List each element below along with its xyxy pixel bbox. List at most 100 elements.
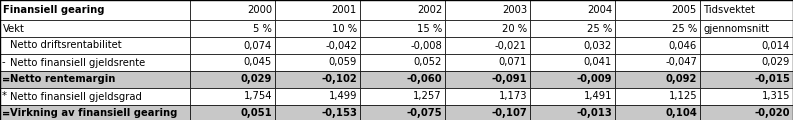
Bar: [700, 105, 793, 120]
Text: Netto finansiell gjeldsrente: Netto finansiell gjeldsrente: [10, 57, 145, 67]
Bar: [530, 54, 615, 71]
Text: 15 %: 15 %: [417, 24, 442, 33]
Text: 20 %: 20 %: [502, 24, 527, 33]
Bar: [0, 0, 190, 20]
Bar: [445, 0, 530, 20]
Text: Virkning av finansiell gearing: Virkning av finansiell gearing: [10, 108, 178, 119]
Bar: [445, 71, 530, 88]
Bar: [700, 37, 793, 54]
Bar: [0, 54, 190, 71]
Text: 0,051: 0,051: [240, 108, 272, 119]
Text: Netto driftsrentabilitet: Netto driftsrentabilitet: [10, 41, 121, 51]
Text: 1,754: 1,754: [243, 91, 272, 102]
Bar: [530, 105, 615, 120]
Text: 2004: 2004: [587, 5, 612, 15]
Text: 0,092: 0,092: [665, 75, 697, 84]
Text: -0,060: -0,060: [406, 75, 442, 84]
Text: -0,153: -0,153: [321, 108, 357, 119]
Bar: [530, 88, 615, 105]
Bar: [360, 105, 445, 120]
Bar: [190, 71, 275, 88]
Bar: [190, 54, 275, 71]
Bar: [615, 105, 700, 120]
Bar: [360, 88, 445, 105]
Text: 10 %: 10 %: [332, 24, 357, 33]
Text: -0,102: -0,102: [321, 75, 357, 84]
Text: Vekt: Vekt: [3, 24, 25, 33]
Bar: [190, 105, 275, 120]
Text: -0,020: -0,020: [754, 108, 790, 119]
Text: 2003: 2003: [502, 5, 527, 15]
Bar: [275, 0, 360, 20]
Bar: [615, 88, 700, 105]
Bar: [275, 54, 360, 71]
Text: 5 %: 5 %: [253, 24, 272, 33]
Text: 2005: 2005: [672, 5, 697, 15]
Text: 0,071: 0,071: [499, 57, 527, 67]
Bar: [0, 37, 190, 54]
Text: Netto finansiell gjeldsgrad: Netto finansiell gjeldsgrad: [10, 91, 142, 102]
Bar: [445, 54, 530, 71]
Bar: [700, 0, 793, 20]
Text: 0,059: 0,059: [328, 57, 357, 67]
Text: 2001: 2001: [331, 5, 357, 15]
Text: 2000: 2000: [247, 5, 272, 15]
Text: Tidsvektet: Tidsvektet: [703, 5, 755, 15]
Bar: [0, 105, 190, 120]
Text: 0,074: 0,074: [243, 41, 272, 51]
Text: -0,107: -0,107: [491, 108, 527, 119]
Bar: [190, 88, 275, 105]
Bar: [530, 20, 615, 37]
Text: gjennomsnitt: gjennomsnitt: [703, 24, 769, 33]
Bar: [700, 20, 793, 37]
Text: -0,075: -0,075: [406, 108, 442, 119]
Text: 0,104: 0,104: [665, 108, 697, 119]
Text: Netto rentemargin: Netto rentemargin: [10, 75, 115, 84]
Text: 0,046: 0,046: [668, 41, 697, 51]
Bar: [700, 54, 793, 71]
Bar: [445, 88, 530, 105]
Bar: [360, 71, 445, 88]
Bar: [360, 37, 445, 54]
Bar: [190, 0, 275, 20]
Bar: [275, 71, 360, 88]
Text: 0,029: 0,029: [761, 57, 790, 67]
Bar: [615, 71, 700, 88]
Bar: [360, 54, 445, 71]
Text: -0,015: -0,015: [754, 75, 790, 84]
Bar: [445, 37, 530, 54]
Bar: [190, 20, 275, 37]
Text: 1,315: 1,315: [761, 91, 790, 102]
Bar: [615, 37, 700, 54]
Text: -0,047: -0,047: [665, 57, 697, 67]
Bar: [275, 105, 360, 120]
Bar: [0, 20, 190, 37]
Text: -0,009: -0,009: [577, 75, 612, 84]
Bar: [0, 71, 190, 88]
Text: 0,029: 0,029: [240, 75, 272, 84]
Text: =: =: [2, 108, 10, 119]
Bar: [615, 20, 700, 37]
Bar: [530, 71, 615, 88]
Bar: [445, 20, 530, 37]
Text: -0,021: -0,021: [495, 41, 527, 51]
Bar: [0, 88, 190, 105]
Text: 0,045: 0,045: [243, 57, 272, 67]
Text: 1,491: 1,491: [584, 91, 612, 102]
Text: 25 %: 25 %: [672, 24, 697, 33]
Text: 0,014: 0,014: [762, 41, 790, 51]
Text: 2002: 2002: [417, 5, 442, 15]
Text: -0,013: -0,013: [577, 108, 612, 119]
Bar: [700, 71, 793, 88]
Text: 0,052: 0,052: [414, 57, 442, 67]
Bar: [275, 37, 360, 54]
Bar: [615, 0, 700, 20]
Bar: [700, 88, 793, 105]
Bar: [445, 105, 530, 120]
Text: -0,042: -0,042: [325, 41, 357, 51]
Text: Finansiell gearing: Finansiell gearing: [3, 5, 105, 15]
Bar: [275, 88, 360, 105]
Text: 1,173: 1,173: [499, 91, 527, 102]
Bar: [275, 20, 360, 37]
Bar: [615, 54, 700, 71]
